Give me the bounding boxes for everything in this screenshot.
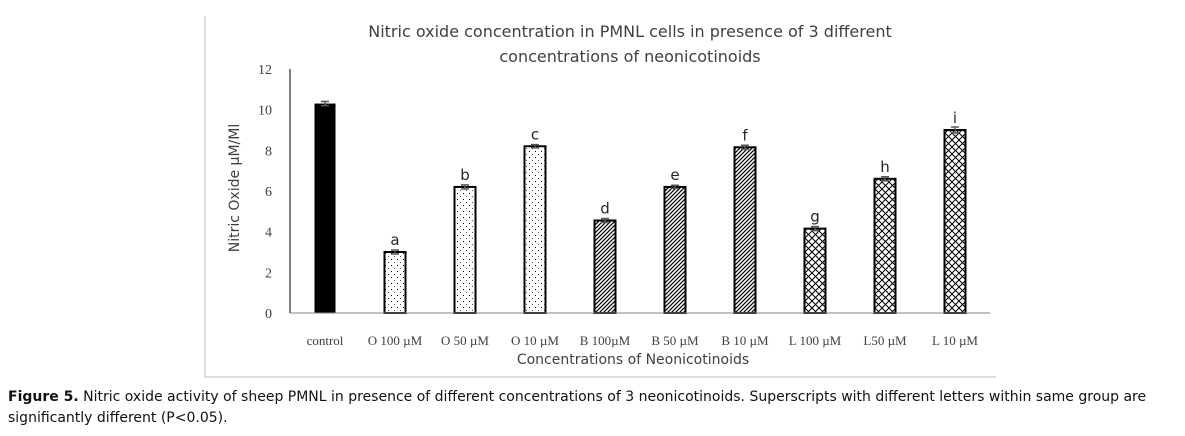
bar-4 xyxy=(593,219,617,315)
bar-9 xyxy=(943,129,967,314)
x-tick-label: L50 µM xyxy=(863,333,907,348)
bar-7 xyxy=(803,227,827,314)
x-tick-label: L 100 µM xyxy=(789,333,842,348)
x-tick-label: B 50 µM xyxy=(651,333,699,348)
y-tick-label: 6 xyxy=(265,185,272,200)
error-bar-0 xyxy=(321,100,329,107)
error-bar-9 xyxy=(951,126,959,134)
bar-6 xyxy=(733,146,757,314)
bar-8 xyxy=(873,177,897,314)
x-tick-label: O 50 µM xyxy=(441,333,489,348)
bar-2 xyxy=(453,185,477,314)
chart-title-line-2: concentrations of neonicotinoids xyxy=(499,47,760,66)
bar-3 xyxy=(523,145,547,314)
y-tick-label: 8 xyxy=(265,144,272,159)
error-bar-3 xyxy=(531,143,539,149)
error-bar-5 xyxy=(671,184,679,190)
bar-1 xyxy=(383,251,407,314)
error-bar-8 xyxy=(881,176,889,182)
y-tick-label: 4 xyxy=(265,226,272,241)
chart-title-line-1: Nitric oxide concentration in PMNL cells… xyxy=(368,22,892,41)
error-bar-2 xyxy=(461,184,469,190)
significance-letter: a xyxy=(390,231,399,249)
x-tick-label: control xyxy=(307,333,344,348)
y-tick-label: 0 xyxy=(265,307,272,322)
y-axis-label: Nitric Oxide µM/Ml xyxy=(227,124,243,252)
error-bar-1 xyxy=(391,249,399,255)
error-bar-4 xyxy=(601,217,609,224)
figure-caption: Figure 5. Nitric oxide activity of sheep… xyxy=(8,387,1183,429)
y-tick-label: 10 xyxy=(258,104,272,119)
bar-5 xyxy=(663,185,687,314)
significance-letter: f xyxy=(742,126,748,144)
significance-letter: d xyxy=(600,199,610,217)
x-tick-label: O 100 µM xyxy=(368,333,423,348)
error-bar-7 xyxy=(811,225,819,232)
significance-letter: g xyxy=(810,208,820,226)
caption-label: Figure 5. xyxy=(8,389,79,405)
significance-letter: e xyxy=(670,166,679,184)
x-tick-label: L 10 µM xyxy=(932,333,978,348)
bar-chart: Nitric oxide concentration in PMNL cells… xyxy=(227,22,990,368)
chart-frame xyxy=(204,16,996,378)
significance-letter: b xyxy=(460,166,470,184)
significance-letter: i xyxy=(953,109,957,127)
x-axis-label: Concentrations of Neonicotinoids xyxy=(517,352,749,368)
significance-letter: h xyxy=(880,158,890,176)
error-bar-6 xyxy=(741,144,749,151)
x-tick-label: B 10 µM xyxy=(721,333,769,348)
bar-0 xyxy=(314,103,336,313)
x-tick-label: B 100µM xyxy=(580,333,631,348)
y-tick-label: 12 xyxy=(258,63,272,78)
y-tick-label: 2 xyxy=(265,266,272,281)
x-tick-label: O 10 µM xyxy=(511,333,559,348)
significance-letter: c xyxy=(531,125,539,143)
caption-text: Nitric oxide activity of sheep PMNL in p… xyxy=(8,389,1147,426)
